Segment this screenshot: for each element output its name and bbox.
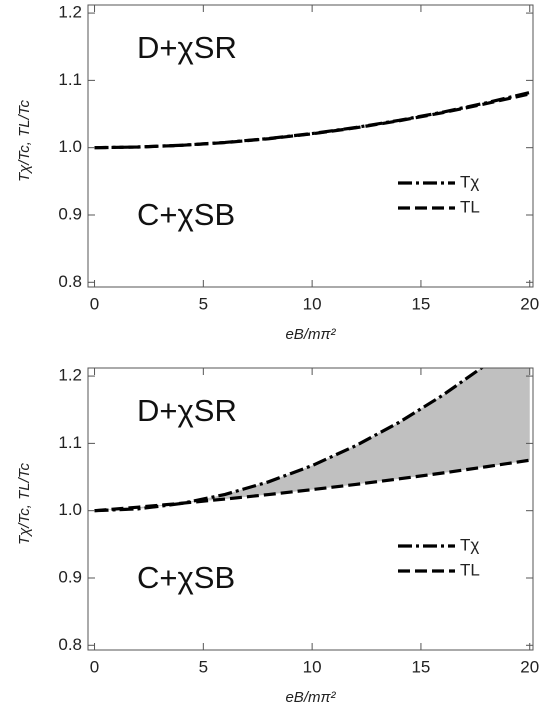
y-tick-label: 1.2 xyxy=(58,3,82,22)
y-tick-label: 1.1 xyxy=(58,433,82,452)
legend-label: TL xyxy=(460,197,480,216)
region-label: C+χSB xyxy=(137,197,235,232)
y-tick-label: 0.8 xyxy=(58,635,82,654)
legend-label: Tχ xyxy=(460,535,479,554)
x-tick-label: 10 xyxy=(303,657,322,676)
legend-label: TL xyxy=(460,560,480,579)
x-tick-label: 15 xyxy=(411,294,430,313)
region-label: D+χSR xyxy=(137,393,237,428)
x-tick-label: 10 xyxy=(303,294,322,313)
panel: 0.8 0.9 1.0 1.1 1.2 0 5 10 15 20 eB/mπ² Tχ/Tc, TL/T… xyxy=(16,366,539,706)
x-tick-label: 0 xyxy=(90,657,99,676)
plot-area xyxy=(94,368,530,513)
x-tick-label: 5 xyxy=(199,294,208,313)
plot-area xyxy=(94,90,531,150)
region-label: D+χSR xyxy=(137,30,237,65)
y-axis-label: Tχ/Tc, TL/Tc xyxy=(16,462,33,545)
legend-label: Tχ xyxy=(460,172,479,191)
y-tick-label: 0.9 xyxy=(58,204,82,223)
y-axis-label: Tχ/Tc, TL/Tc xyxy=(16,99,33,182)
region-label: C+χSB xyxy=(137,560,235,595)
x-tick-label: 0 xyxy=(90,294,99,313)
x-tick-label: 20 xyxy=(520,294,539,313)
y-tick-label: 0.9 xyxy=(58,567,82,586)
x-tick-label: 15 xyxy=(411,657,430,676)
series-line xyxy=(94,90,531,150)
series-line xyxy=(94,92,531,150)
series-line xyxy=(94,458,530,513)
panel: 0.8 0.9 1.0 1.1 1.2 0 5 10 15 20 eB/mπ² Tχ/Tc, TL/T… xyxy=(16,3,539,343)
y-tick-label: 1.0 xyxy=(58,500,82,519)
frame xyxy=(87,4,534,288)
y-tick-label: 1.1 xyxy=(58,70,82,89)
x-tick-label: 20 xyxy=(520,657,539,676)
x-axis-label: eB/mπ² xyxy=(285,689,336,706)
y-tick-label: 1.2 xyxy=(58,366,82,385)
frame xyxy=(87,367,534,651)
x-tick-label: 5 xyxy=(199,657,208,676)
y-tick-label: 0.8 xyxy=(58,272,82,291)
x-axis-label: eB/mπ² xyxy=(285,326,336,343)
y-tick-label: 1.0 xyxy=(58,137,82,156)
